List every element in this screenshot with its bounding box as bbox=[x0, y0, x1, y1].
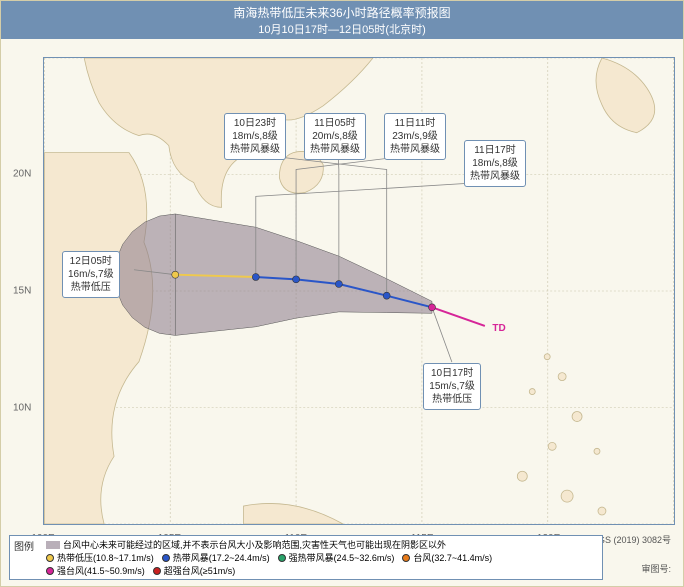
legend-cat-item: 台风(32.7~41.4m/s) bbox=[402, 551, 492, 564]
lat-label: 15N bbox=[13, 286, 31, 297]
approval-label: 审图号: bbox=[641, 564, 671, 576]
legend-dot-icon bbox=[153, 567, 161, 575]
typhoon-forecast-chart: 南海热带低压未来36小时路径概率预报图 10月10日17时—12日05时(北京时… bbox=[0, 0, 684, 587]
map-code: GS (2019) 3082号 bbox=[598, 533, 671, 546]
legend-cat-label: 热带低压(10.8~17.1m/s) bbox=[57, 551, 154, 564]
legend: 图例 台风中心未来可能经过的区域,并不表示台风大小及影响范围,灾害性天气也可能出… bbox=[9, 535, 603, 580]
legend-dot-icon bbox=[402, 554, 410, 562]
title-line1: 南海热带低压未来36小时路径概率预报图 bbox=[1, 4, 683, 22]
lat-label: 10N bbox=[13, 403, 31, 414]
forecast-callout: 11日05时20m/s,8级热带风暴级 bbox=[304, 113, 366, 160]
legend-cat-label: 热带风暴(17.2~24.4m/s) bbox=[173, 551, 270, 564]
forecast-callout: 12日05时16m/s,7级热带低压 bbox=[62, 251, 120, 298]
legend-cat-item: 强热带风暴(24.5~32.6m/s) bbox=[278, 551, 395, 564]
forecast-callout: 10日23时18m/s,8级热带风暴级 bbox=[224, 113, 286, 160]
legend-dot-icon bbox=[278, 554, 286, 562]
forecast-callout: 11日11时23m/s,9级热带风暴级 bbox=[384, 113, 446, 160]
lat-label: 20N bbox=[13, 169, 31, 180]
legend-cone-note: 台风中心未来可能经过的区域,并不表示台风大小及影响范围,灾害性天气也可能出现在阴… bbox=[63, 538, 446, 551]
legend-cat-label: 强热带风暴(24.5~32.6m/s) bbox=[289, 551, 395, 564]
title-line2: 10月10日17时—12日05时(北京时) bbox=[1, 22, 683, 39]
td-label: TD bbox=[492, 323, 505, 334]
legend-cone-item: 台风中心未来可能经过的区域,并不表示台风大小及影响范围,灾害性天气也可能出现在阴… bbox=[46, 538, 446, 551]
legend-cat-label: 超强台风(≥51m/s) bbox=[164, 564, 235, 577]
legend-cat-item: 超强台风(≥51m/s) bbox=[153, 564, 235, 577]
map-frame: 10日17时15m/s,7级热带低压 10日23时18m/s,8级热带风暴级 11日… bbox=[43, 57, 675, 525]
title-bar: 南海热带低压未来36小时路径概率预报图 10月10日17时—12日05时(北京时… bbox=[1, 1, 683, 39]
legend-cat-label: 台风(32.7~41.4m/s) bbox=[413, 551, 492, 564]
legend-cat-item: 强台风(41.5~50.9m/s) bbox=[46, 564, 145, 577]
legend-dot-icon bbox=[46, 554, 54, 562]
forecast-callout: 10日17时15m/s,7级热带低压 bbox=[423, 363, 481, 410]
forecast-callout: 11日17时18m/s,8级热带风暴级 bbox=[464, 140, 526, 187]
legend-cat-item: 热带低压(10.8~17.1m/s) bbox=[46, 551, 154, 564]
legend-dot-icon bbox=[46, 567, 54, 575]
legend-cone-icon bbox=[46, 541, 60, 549]
legend-title: 图例 bbox=[14, 538, 34, 553]
legend-dot-icon bbox=[162, 554, 170, 562]
legend-cat-item: 热带风暴(17.2~24.4m/s) bbox=[162, 551, 270, 564]
legend-cat-label: 强台风(41.5~50.9m/s) bbox=[57, 564, 145, 577]
